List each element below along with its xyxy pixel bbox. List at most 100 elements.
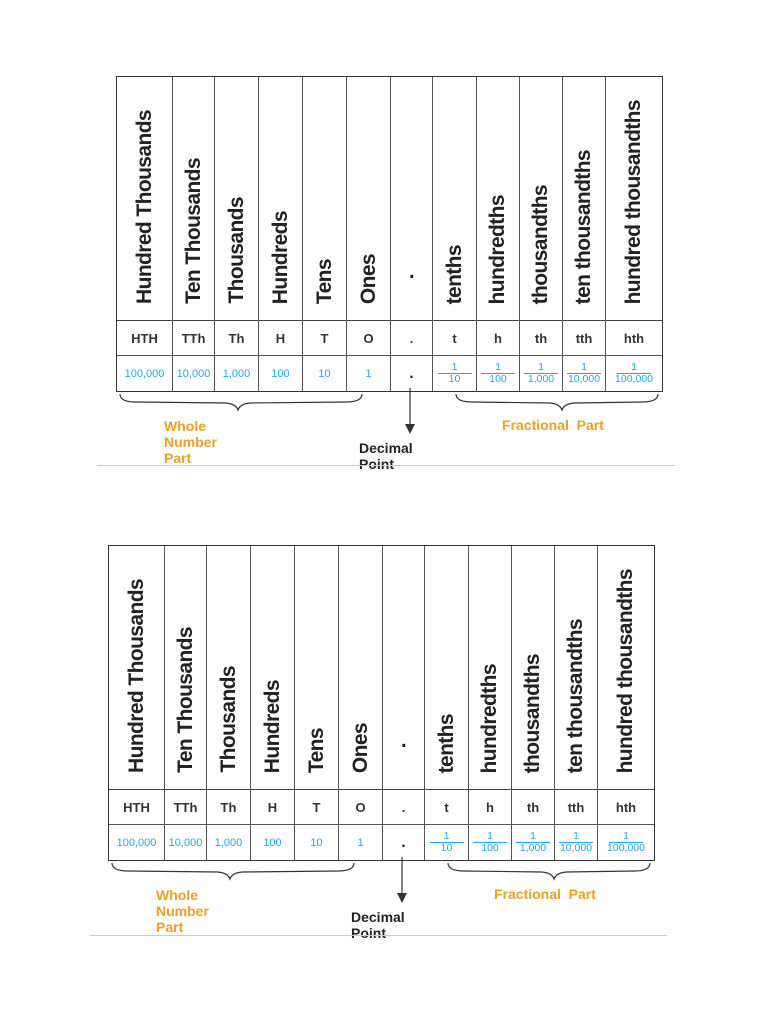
column-abbreviation: T bbox=[303, 321, 346, 356]
column-name: Ones bbox=[348, 722, 372, 773]
column-abbreviation: HTH bbox=[109, 790, 164, 825]
column-value: 1 100,000 bbox=[598, 825, 654, 860]
column-name: Hundred Thousands bbox=[124, 579, 148, 773]
column-abbreviation: TTh bbox=[173, 321, 214, 356]
column-abbreviation: tth bbox=[555, 790, 597, 825]
column-header: Hundreds bbox=[259, 77, 302, 321]
numerator: 1 bbox=[516, 831, 550, 843]
column-value: 1 bbox=[347, 356, 390, 391]
column-abbreviation: th bbox=[512, 790, 554, 825]
place-column: Thousands Th 1,000 bbox=[215, 77, 259, 391]
column-value: 100,000 bbox=[109, 825, 164, 860]
denominator: 100,000 bbox=[615, 373, 653, 385]
fraction: 1 1,000 bbox=[516, 831, 550, 854]
column-header: Hundred Thousands bbox=[109, 546, 164, 790]
column-name: . bbox=[408, 260, 415, 283]
column-name: hundredths bbox=[486, 194, 509, 305]
column-value: 100 bbox=[251, 825, 294, 860]
column-value: 1 10 bbox=[425, 825, 468, 860]
column-value: 1,000 bbox=[215, 356, 258, 391]
place-value: 10 bbox=[318, 367, 331, 380]
denominator: 1,000 bbox=[519, 842, 547, 854]
denominator: 10,000 bbox=[567, 373, 601, 385]
numerator: 1 bbox=[609, 831, 643, 843]
column-header: hundredths bbox=[469, 546, 511, 790]
denominator: 100,000 bbox=[607, 842, 645, 854]
divider-line bbox=[97, 465, 675, 466]
place-column: thousandths th 1 1,000 bbox=[512, 546, 555, 860]
place-column: Ones O 1 bbox=[339, 546, 383, 860]
column-value: 1 10 bbox=[433, 356, 476, 391]
column-name: tenths bbox=[442, 244, 466, 304]
column-header: . bbox=[391, 77, 432, 321]
place-value: 100,000 bbox=[124, 367, 165, 380]
denominator: 10 bbox=[440, 842, 453, 854]
column-value: 1 100,000 bbox=[606, 356, 662, 391]
column-abbreviation: . bbox=[391, 321, 432, 356]
place-column: Thousands Th 1,000 bbox=[207, 546, 251, 860]
column-value: 1 1,000 bbox=[512, 825, 554, 860]
column-header: hundredths bbox=[477, 77, 519, 321]
column-abbreviation: h bbox=[469, 790, 511, 825]
column-value: . bbox=[391, 356, 432, 391]
column-header: thousandths bbox=[512, 546, 554, 790]
place-value: 10,000 bbox=[168, 836, 203, 849]
column-abbreviation: H bbox=[259, 321, 302, 356]
column-abbreviation: Th bbox=[207, 790, 250, 825]
column-name: hundredths bbox=[478, 663, 501, 774]
numerator: 1 bbox=[437, 362, 472, 374]
arrow-head-icon bbox=[397, 893, 407, 903]
column-value: 100 bbox=[259, 356, 302, 391]
fractional-brace bbox=[447, 862, 651, 881]
column-name: tenths bbox=[434, 713, 458, 773]
column-abbreviation: Th bbox=[215, 321, 258, 356]
place-column: hundredths h 1 100 bbox=[469, 546, 512, 860]
column-name: Hundred Thousands bbox=[132, 110, 156, 304]
place-column: Hundred Thousands HTH 100,000 bbox=[109, 546, 165, 860]
column-header: Thousands bbox=[207, 546, 250, 790]
place-value: 100 bbox=[271, 367, 290, 380]
column-name: hundred thousandths bbox=[622, 99, 645, 304]
place-value: 1 bbox=[365, 367, 372, 380]
column-abbreviation: O bbox=[347, 321, 390, 356]
column-header: tenths bbox=[425, 546, 468, 790]
column-header: Ten Thousands bbox=[173, 77, 214, 321]
column-value: 10 bbox=[295, 825, 338, 860]
column-name: ten thousandths bbox=[572, 149, 595, 304]
column-abbreviation: h bbox=[477, 321, 519, 356]
column-header: thousandths bbox=[520, 77, 562, 321]
place-column: hundred thousandths hth 1 100,000 bbox=[598, 546, 654, 860]
fraction: 1 100,000 bbox=[615, 362, 653, 385]
denominator: 1,000 bbox=[527, 373, 555, 385]
place-value: 100,000 bbox=[116, 836, 157, 849]
column-abbreviation: O bbox=[339, 790, 382, 825]
fractional-label: Fractional Part bbox=[494, 886, 596, 902]
place-column: Tens T 10 bbox=[295, 546, 339, 860]
column-header: ten thousandths bbox=[555, 546, 597, 790]
fraction: 1 10 bbox=[437, 362, 472, 385]
braces-and-arrow bbox=[111, 857, 651, 903]
place-value: . bbox=[401, 833, 406, 851]
column-abbreviation: HTH bbox=[117, 321, 172, 356]
column-header: Hundred Thousands bbox=[117, 77, 172, 321]
place-value: 10,000 bbox=[176, 367, 211, 380]
column-name: . bbox=[400, 729, 407, 752]
column-value: 10 bbox=[303, 356, 346, 391]
column-value: 100,000 bbox=[117, 356, 172, 391]
place-value: 1 bbox=[357, 836, 364, 849]
place-value: 10 bbox=[310, 836, 323, 849]
whole-number-label: Whole Number Part bbox=[164, 418, 217, 466]
column-abbreviation: T bbox=[295, 790, 338, 825]
column-abbreviation: . bbox=[383, 790, 424, 825]
column-value: 1 1,000 bbox=[520, 356, 562, 391]
column-name: thousandths bbox=[521, 653, 544, 773]
numerator: 1 bbox=[617, 362, 651, 374]
place-value-table: Hundred Thousands HTH 100,000 Ten Thousands… bbox=[108, 545, 655, 861]
column-name: Hundreds bbox=[260, 679, 284, 773]
denominator: 100 bbox=[489, 373, 507, 385]
column-header: ten thousandths bbox=[563, 77, 605, 321]
fraction: 1 1,000 bbox=[524, 362, 558, 385]
place-column: hundred thousandths hth 1 100,000 bbox=[606, 77, 662, 391]
column-header: Ten Thousands bbox=[165, 546, 206, 790]
column-abbreviation: tth bbox=[563, 321, 605, 356]
